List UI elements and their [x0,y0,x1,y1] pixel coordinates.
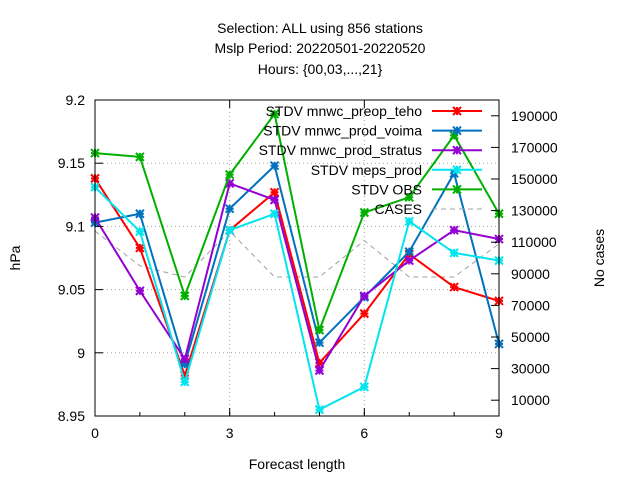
data-point [359,308,370,319]
data-point [359,207,370,218]
data-point [314,365,325,376]
plot-frame [94,99,500,417]
data-point [180,354,190,364]
legend-label: STDV OBS [351,181,422,197]
data-point [314,337,325,348]
data-point [224,225,235,235]
data-point [404,192,414,203]
data-point [359,291,370,301]
y2-tick-label: 90000 [511,266,550,282]
series-layer [90,109,504,415]
data-point [135,286,145,296]
data-point [224,169,235,180]
series-1 [90,161,504,369]
data-point [135,152,145,162]
y2-tick-label: 30000 [511,361,550,377]
data-point [404,246,414,257]
data-point [269,187,280,197]
x-tick-label: 3 [226,425,234,441]
axis-ticks: 8.95 9 9.05 9.1 9.15 9.2 0 3 6 9 10000 30000 50000 70… [58,92,558,441]
data-point [180,377,190,387]
legend-label: CASES [375,201,422,217]
data-point [404,216,414,227]
data-point [180,291,190,301]
chart-title-line-1: Selection: ALL using 856 stations [217,20,423,36]
data-point [224,203,235,214]
y2-tick-label: 50000 [511,329,550,345]
y2-axis-label: No cases [591,229,607,287]
x-tick-label: 9 [495,425,503,441]
data-point [449,282,459,292]
legend-marker [452,145,462,155]
legend-label: STDV mnwc_preop_teho [266,103,423,119]
y-tick-label: 9 [77,345,85,361]
data-point [404,255,414,266]
y2-tick-label: 170000 [511,139,558,155]
series-3 [90,182,504,415]
y2-tick-label: 130000 [511,203,558,219]
y-tick-label: 9.05 [58,282,85,298]
y-tick-label: 8.95 [58,408,85,424]
legend-label: STDV meps_prod [311,162,422,178]
x-axis-label: Forecast length [249,456,346,472]
series-4 [90,109,504,335]
y-tick-label: 9.1 [66,218,86,234]
y2-tick-label: 10000 [511,392,550,408]
data-point [359,382,370,392]
y2-tick-label: 190000 [511,108,558,124]
data-point [449,248,459,258]
legend: STDV mnwc_preop_teho STDV mnwc_prod_voima… [259,103,482,217]
y-tick-label: 9.2 [66,92,86,108]
y2-tick-label: 70000 [511,297,550,313]
data-point [269,109,280,119]
chart-title-line-2: Mslp Period: 20220501-20220520 [214,40,426,56]
chart-title-line-3: Hours: {00,03,...,21} [257,61,383,77]
y-axis-label: hPa [7,245,23,270]
legend-marker [452,106,462,116]
x-tick-label: 6 [360,425,368,441]
series-line [94,186,500,412]
series-line [94,111,500,334]
data-point [449,225,459,235]
data-point [269,195,280,205]
legend-marker [452,165,462,175]
data-point [269,161,280,171]
series-line [94,177,500,379]
data-point [135,209,145,219]
y2-tick-label: 150000 [511,171,558,187]
series-line [94,163,500,368]
legend-label: STDV mnwc_prod_voima [263,123,422,139]
data-point [314,325,325,335]
data-point [135,243,145,253]
x-tick-label: 0 [91,425,99,441]
grid [95,100,499,416]
legend-marker [452,125,462,136]
series-line [94,182,500,374]
legend-label: STDV mnwc_prod_stratus [259,142,422,158]
legend-marker [452,184,462,195]
y-tick-label: 9.15 [58,155,85,171]
data-point [269,209,280,219]
data-point [135,226,145,237]
y2-tick-label: 110000 [511,234,557,250]
series-2 [90,178,504,376]
